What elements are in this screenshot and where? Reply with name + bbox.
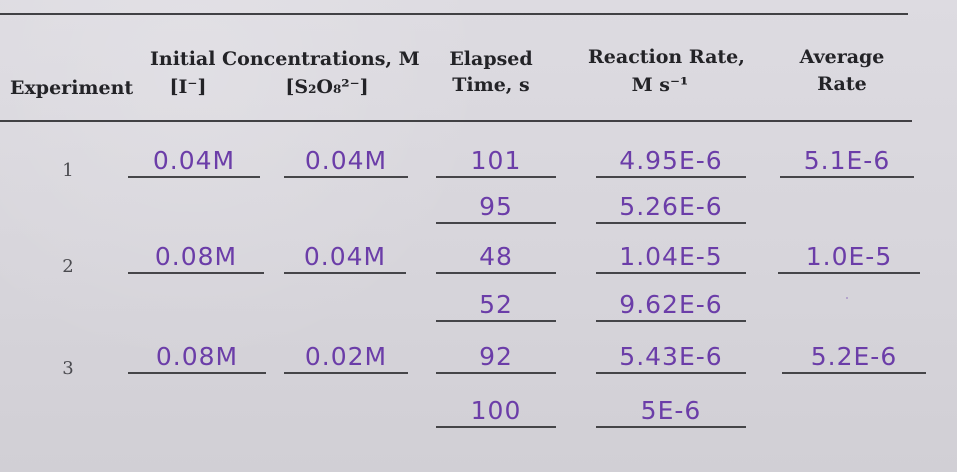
experiment-2-iodide-cell: 0.08M bbox=[128, 240, 264, 276]
experiment-3-reaction-rate-2-cell: 5E-6 bbox=[596, 394, 746, 430]
experiment-1-average-rate-value: 5.1E-6 bbox=[803, 146, 891, 175]
average-rate-header-line-1: Average bbox=[799, 46, 885, 68]
experiment-3-iodide-value: 0.08M bbox=[155, 342, 239, 371]
experiment-1-reaction-rate-1-cell: 4.95E-6 bbox=[596, 144, 746, 180]
reaction-rate-header-line-1: Reaction Rate, bbox=[588, 46, 745, 68]
experiment-1-reaction-rate-1-value: 4.95E-6 bbox=[619, 146, 723, 175]
stray-ink-dot bbox=[846, 297, 848, 299]
experiment-2-elapsed-time-2-cell: 52 bbox=[436, 288, 556, 324]
experiment-header: Experiment bbox=[10, 77, 134, 99]
top-rule bbox=[0, 13, 908, 15]
experiment-3-average-rate-underline bbox=[782, 372, 926, 374]
experiment-1-reaction-rate-1-underline bbox=[596, 176, 746, 178]
average-rate-header-line-2: Rate bbox=[817, 73, 867, 95]
experiment-3-reaction-rate-1-value: 5.43E-6 bbox=[619, 342, 723, 371]
initial-concentrations-header: Initial Concentrations, M bbox=[150, 48, 420, 70]
reaction-rate-header-line-2: M s⁻¹ bbox=[631, 74, 689, 96]
experiment-number-3: 3 bbox=[62, 358, 74, 379]
experiment-3-persulfate-cell: 0.02M bbox=[284, 340, 408, 376]
experiment-2-reaction-rate-2-value: 9.62E-6 bbox=[619, 290, 723, 319]
experiment-3-elapsed-time-2-value: 100 bbox=[470, 396, 522, 425]
experiment-1-reaction-rate-2-underline bbox=[596, 222, 746, 224]
experiment-1-elapsed-time-1-underline bbox=[436, 176, 556, 178]
experiment-3-persulfate-underline bbox=[284, 372, 408, 374]
experiment-2-average-rate-cell: 1.0E-5 bbox=[778, 240, 920, 276]
experiment-2-elapsed-time-1-value: 48 bbox=[479, 242, 513, 271]
experiment-2-persulfate-cell: 0.04M bbox=[284, 240, 406, 276]
experiment-3-reaction-rate-2-underline bbox=[596, 426, 746, 428]
header-separator-rule bbox=[0, 120, 912, 122]
experiment-2-persulfate-underline bbox=[284, 272, 406, 274]
experiment-3-iodide-cell: 0.08M bbox=[128, 340, 266, 376]
experiment-1-elapsed-time-2-value: 95 bbox=[479, 192, 513, 221]
experiment-3-iodide-underline bbox=[128, 372, 266, 374]
experiment-2-elapsed-time-2-value: 52 bbox=[479, 290, 513, 319]
experiment-2-iodide-value: 0.08M bbox=[154, 242, 238, 271]
experiment-2-persulfate-value: 0.04M bbox=[303, 242, 387, 271]
experiment-2-elapsed-time-2-underline bbox=[436, 320, 556, 322]
experiment-2-iodide-underline bbox=[128, 272, 264, 274]
experiment-3-persulfate-value: 0.02M bbox=[304, 342, 388, 371]
experiment-1-elapsed-time-1-cell: 101 bbox=[436, 144, 556, 180]
experiment-3-average-rate-value: 5.2E-6 bbox=[810, 342, 898, 371]
experiment-1-iodide-value: 0.04M bbox=[152, 146, 236, 175]
experiment-3-elapsed-time-1-value: 92 bbox=[479, 342, 513, 371]
experiment-2-reaction-rate-1-underline bbox=[596, 272, 746, 274]
experiment-3-elapsed-time-1-underline bbox=[436, 372, 556, 374]
persulfate-concentration-header: [S₂O₈²⁻] bbox=[285, 76, 369, 98]
elapsed-time-header-line-1: Elapsed bbox=[449, 48, 533, 70]
experiment-2-reaction-rate-2-cell: 9.62E-6 bbox=[596, 288, 746, 324]
experiment-3-reaction-rate-2-value: 5E-6 bbox=[640, 396, 702, 425]
experiment-1-elapsed-time-2-underline bbox=[436, 222, 556, 224]
experiment-1-elapsed-time-1-value: 101 bbox=[470, 146, 522, 175]
experiment-3-elapsed-time-2-cell: 100 bbox=[436, 394, 556, 430]
experiment-3-reaction-rate-1-cell: 5.43E-6 bbox=[596, 340, 746, 376]
experiment-2-reaction-rate-1-value: 1.04E-5 bbox=[619, 242, 723, 271]
experiment-3-reaction-rate-1-underline bbox=[596, 372, 746, 374]
experiment-3-elapsed-time-1-cell: 92 bbox=[436, 340, 556, 376]
experiment-3-average-rate-cell: 5.2E-6 bbox=[782, 340, 926, 376]
experiment-1-reaction-rate-2-cell: 5.26E-6 bbox=[596, 190, 746, 226]
experiment-2-reaction-rate-1-cell: 1.04E-5 bbox=[596, 240, 746, 276]
iodide-concentration-header: [I⁻] bbox=[169, 76, 207, 98]
experiment-3-elapsed-time-2-underline bbox=[436, 426, 556, 428]
experiment-1-iodide-underline bbox=[128, 176, 260, 178]
experiment-2-elapsed-time-1-underline bbox=[436, 272, 556, 274]
experiment-1-iodide-cell: 0.04M bbox=[128, 144, 260, 180]
experiment-1-elapsed-time-2-cell: 95 bbox=[436, 190, 556, 226]
experiment-1-reaction-rate-2-value: 5.26E-6 bbox=[619, 192, 723, 221]
experiment-1-average-rate-cell: 5.1E-6 bbox=[780, 144, 914, 180]
experiment-2-average-rate-underline bbox=[778, 272, 920, 274]
elapsed-time-header-line-2: Time, s bbox=[452, 74, 530, 96]
experiment-1-average-rate-underline bbox=[780, 176, 914, 178]
experiment-2-reaction-rate-2-underline bbox=[596, 320, 746, 322]
experiment-number-1: 1 bbox=[62, 160, 74, 181]
experiment-1-persulfate-underline bbox=[284, 176, 408, 178]
experiment-2-average-rate-value: 1.0E-5 bbox=[805, 242, 893, 271]
experiment-1-persulfate-cell: 0.04M bbox=[284, 144, 408, 180]
experiment-1-persulfate-value: 0.04M bbox=[304, 146, 388, 175]
experiment-2-elapsed-time-1-cell: 48 bbox=[436, 240, 556, 276]
experiment-number-2: 2 bbox=[62, 256, 74, 277]
